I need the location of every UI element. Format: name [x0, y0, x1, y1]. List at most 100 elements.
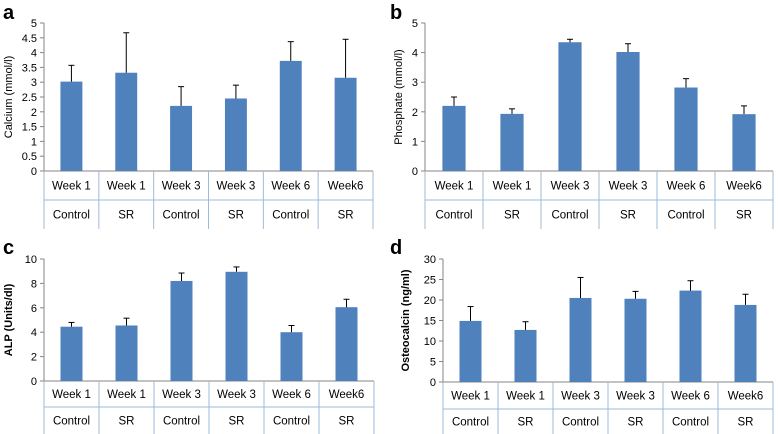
x-category-label: Week 3: [217, 181, 256, 193]
bar: [569, 297, 592, 382]
panel-letter: d: [390, 237, 402, 259]
y-tick-label: 15: [424, 316, 436, 328]
x-category-label: Week 3: [217, 389, 256, 401]
bar: [60, 81, 83, 171]
x-group-label: SR: [504, 210, 520, 222]
y-tick-label: 2: [31, 107, 37, 119]
x-category-label: Week6: [726, 181, 762, 193]
x-group-label: Control: [53, 210, 90, 222]
bar: [279, 60, 302, 171]
bar: [459, 320, 482, 382]
x-group-label: SR: [338, 210, 354, 222]
chart-panel-a: a Calcium (mmol/l) 0 0.5 1 1.5 2 2.5 3 3.5 4 4.5 5 We…: [3, 2, 374, 229]
y-tick-label: 4: [31, 48, 37, 60]
y-tick-label: 1: [412, 136, 418, 148]
bar: [60, 326, 83, 381]
y-tick-label: 30: [424, 254, 436, 266]
y-tick-label: 5: [412, 18, 418, 30]
bar: [679, 290, 702, 382]
y-tick-label: 2.5: [22, 92, 37, 104]
bar: [280, 332, 303, 381]
bar: [335, 307, 358, 381]
x-category-label: Week 1: [107, 389, 146, 401]
x-group-label: SR: [228, 210, 244, 222]
y-tick-label: 8: [31, 278, 37, 290]
x-category-label: Week 1: [506, 391, 545, 403]
y-tick-label: 10: [424, 336, 436, 348]
x-category-label: Week6: [728, 391, 764, 403]
bar: [500, 113, 524, 171]
x-category-label: Week 1: [52, 181, 91, 193]
y-tick-label: 3: [412, 77, 418, 89]
panel-letter: b: [390, 2, 402, 24]
y-tick-label: 4: [412, 48, 418, 60]
bar: [624, 298, 647, 382]
y-axis-label: Phosphate (mmol/l): [393, 49, 405, 144]
x-category-label: Week6: [329, 389, 365, 401]
x-group-label: SR: [628, 417, 644, 429]
x-group-label: SR: [229, 416, 245, 428]
bar: [170, 280, 193, 381]
bar: [225, 271, 248, 381]
x-group-label: SR: [339, 416, 355, 428]
x-group-label: Control: [551, 210, 588, 222]
chart-panel-d: d Osteocalcin (ng/ml) 0 5 10 15 20 25 30 Week 1 Co…: [390, 237, 774, 434]
bar: [514, 329, 537, 382]
x-group-label: SR: [738, 417, 754, 429]
y-tick-label: 5: [430, 357, 436, 369]
y-tick-label: 1.5: [22, 122, 37, 134]
bar: [115, 325, 138, 381]
chart-panel-c: c ALP (Units/dl) 0 2 4 6 8 10 Week 1 Control Week …: [3, 237, 375, 434]
y-tick-label: 0: [430, 377, 436, 389]
bar: [674, 87, 698, 171]
x-category-label: Week 6: [667, 181, 706, 193]
x-category-label: Week 3: [162, 181, 201, 193]
x-group-label: SR: [620, 210, 636, 222]
bar: [170, 105, 193, 171]
panel-letter: c: [3, 237, 14, 259]
x-group-label: SR: [118, 210, 134, 222]
bar: [334, 77, 357, 171]
x-category-label: Week 1: [435, 181, 474, 193]
bar: [616, 52, 640, 172]
x-group-label: SR: [119, 416, 135, 428]
x-group-label: Control: [452, 417, 489, 429]
x-category-label: Week 6: [271, 181, 310, 193]
chart-panel-b: b Phosphate (mmol/l) 0 1 2 3 4 5 Week 1 Control We…: [390, 2, 774, 229]
x-category-label: Week 1: [107, 181, 146, 193]
y-tick-label: 10: [25, 254, 37, 266]
bar: [115, 72, 138, 171]
y-tick-label: 0.5: [22, 151, 37, 163]
x-group-label: Control: [163, 210, 200, 222]
bar: [558, 42, 582, 171]
y-tick-label: 2: [31, 352, 37, 364]
y-tick-label: 4.5: [22, 33, 37, 45]
panel-letter: a: [3, 2, 15, 24]
x-category-label: Week 3: [551, 181, 590, 193]
y-tick-label: 4: [31, 327, 37, 339]
x-group-label: Control: [562, 417, 599, 429]
y-tick-label: 3.5: [22, 62, 37, 74]
bar: [224, 98, 247, 171]
x-group-label: SR: [736, 210, 752, 222]
bar: [734, 304, 757, 382]
x-category-label: Week 6: [671, 391, 710, 403]
x-group-label: Control: [53, 416, 90, 428]
x-category-label: Week 3: [162, 389, 201, 401]
x-category-label: Week6: [328, 181, 364, 193]
y-axis-label: ALP (Units/dl): [3, 283, 15, 356]
y-tick-label: 2: [412, 107, 418, 119]
y-tick-label: 25: [424, 275, 436, 287]
x-category-label: Week 3: [609, 181, 648, 193]
x-category-label: Week 1: [451, 391, 490, 403]
y-tick-label: 3: [31, 77, 37, 89]
x-group-label: SR: [518, 417, 534, 429]
x-category-label: Week 1: [493, 181, 532, 193]
y-axis-label: Calcium (mmol/l): [3, 56, 15, 139]
y-tick-label: 20: [424, 295, 436, 307]
x-group-label: Control: [667, 210, 704, 222]
x-category-label: Week 6: [272, 389, 311, 401]
x-category-label: Week 3: [616, 391, 655, 403]
x-group-label: Control: [435, 210, 472, 222]
